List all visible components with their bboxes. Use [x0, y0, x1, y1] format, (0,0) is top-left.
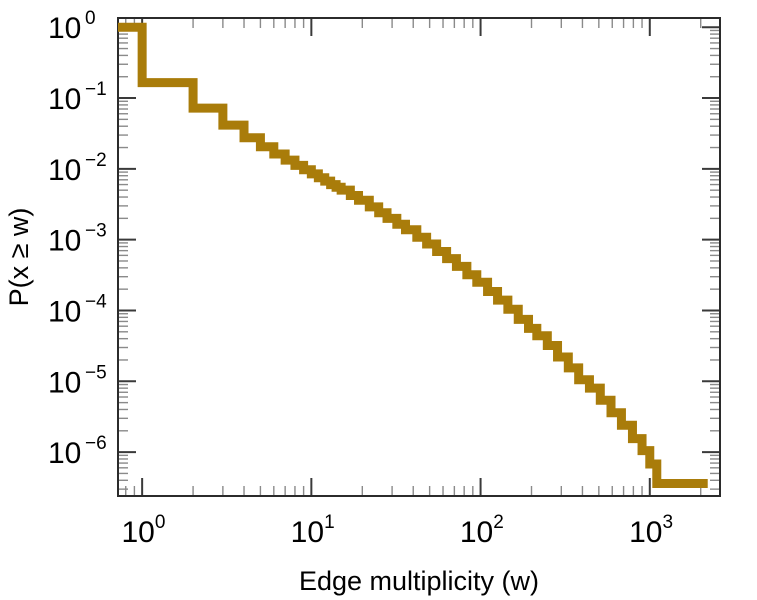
- svg-text:10: 10: [460, 516, 493, 549]
- svg-text:10: 10: [629, 516, 662, 549]
- y-tick-label: 10 −2: [48, 150, 107, 187]
- y-tick-label: 10 0: [48, 8, 96, 45]
- svg-text:−5: −5: [85, 362, 107, 383]
- svg-text:−2: −2: [85, 150, 107, 171]
- y-tick-label: 10 −1: [48, 79, 107, 116]
- svg-text:0: 0: [85, 8, 96, 29]
- svg-text:10: 10: [48, 366, 81, 399]
- svg-text:3: 3: [662, 512, 673, 533]
- ccdf-curve: [118, 22, 708, 489]
- minor-ticks: [118, 18, 720, 496]
- svg-text:10: 10: [48, 295, 81, 328]
- y-tick-label: 10 −4: [48, 291, 107, 328]
- x-axis-label: Edge multiplicity (w): [299, 566, 539, 596]
- svg-text:−6: −6: [85, 433, 107, 454]
- x-tick-label: 10 0: [121, 512, 165, 549]
- y-tick-label: 10 −3: [48, 221, 107, 258]
- svg-text:2: 2: [493, 512, 504, 533]
- svg-text:10: 10: [291, 516, 324, 549]
- svg-text:10: 10: [48, 437, 81, 470]
- svg-text:−4: −4: [85, 291, 107, 312]
- svg-text:10: 10: [48, 225, 81, 258]
- y-tick-label: 10 −5: [48, 362, 107, 399]
- x-tick-label: 10 1: [291, 512, 335, 549]
- plot-frame: [117, 17, 721, 497]
- svg-text:1: 1: [324, 512, 335, 533]
- x-tick-label: 10 2: [460, 512, 504, 549]
- svg-text:−1: −1: [85, 79, 107, 100]
- svg-text:0: 0: [155, 512, 166, 533]
- x-axis-tick-labels: 10 0 10 1 10 2 10 3: [121, 512, 673, 549]
- svg-text:10: 10: [121, 516, 154, 549]
- svg-text:10: 10: [48, 83, 81, 116]
- svg-text:10: 10: [48, 12, 81, 45]
- y-tick-label: 10 −6: [48, 433, 107, 470]
- x-tick-label: 10 3: [629, 512, 673, 549]
- y-axis-label: P(x ≥ w): [4, 208, 34, 307]
- svg-text:10: 10: [48, 154, 81, 187]
- svg-text:−3: −3: [85, 221, 107, 242]
